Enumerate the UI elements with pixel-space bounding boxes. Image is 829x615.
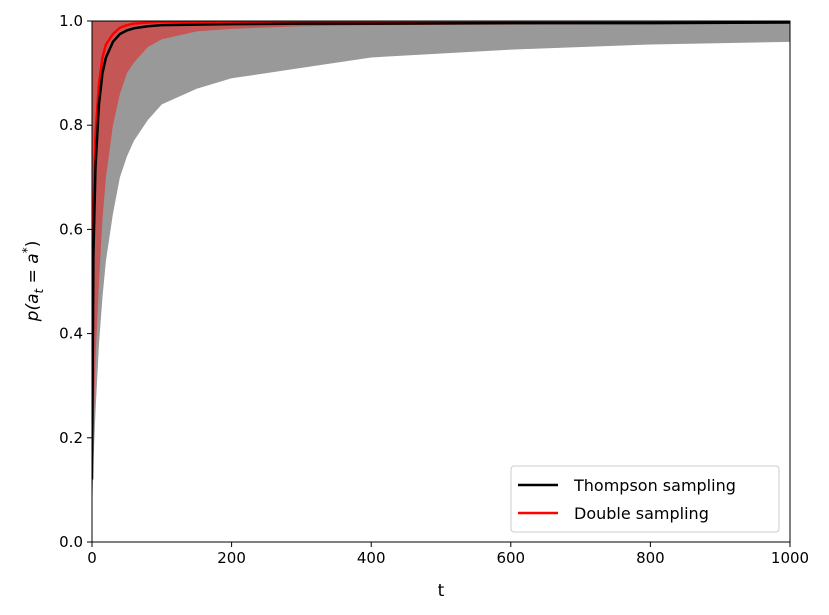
y-label-sub: t [32, 288, 46, 294]
y-label-end: ) [23, 241, 43, 248]
plot-frame [91, 20, 791, 543]
y-tick-label: 0.8 [59, 116, 83, 134]
y-axis-label: p(at = a*) [20, 241, 46, 323]
line-double [92, 21, 790, 464]
x-tick-label: 1000 [771, 549, 809, 567]
x-tick-label: 200 [217, 549, 246, 567]
y-label-sup: * [20, 247, 34, 253]
line-thompson [92, 21, 790, 480]
y-tick-label: 0.6 [59, 220, 83, 238]
legend: Thompson sampling Double sampling [510, 465, 780, 533]
y-tick-label: 1.0 [59, 12, 83, 30]
x-tick-label: 600 [496, 549, 525, 567]
legend-box [510, 465, 780, 533]
series-lines [92, 21, 790, 480]
y-tick-label: 0.4 [59, 325, 83, 343]
legend-label-thompson: Thompson sampling [573, 476, 736, 495]
confidence-bands [92, 21, 790, 516]
x-tick-label: 400 [357, 549, 386, 567]
band-double [92, 21, 790, 516]
band-thompson [92, 21, 790, 516]
y-tick-label: 0.0 [59, 533, 83, 551]
x-tick-label: 0 [87, 549, 97, 567]
legend-label-double: Double sampling [574, 504, 709, 523]
x-tick-label: 800 [636, 549, 665, 567]
x-axis: 0 200 400 600 800 1000 [87, 542, 809, 567]
y-label-mid: = a [23, 253, 43, 288]
y-label-main: p(a [23, 294, 43, 323]
y-tick-label: 0.2 [59, 429, 83, 447]
y-axis: 0.0 0.2 0.4 0.6 0.8 1.0 [59, 12, 92, 551]
x-axis-label: t [438, 581, 445, 601]
